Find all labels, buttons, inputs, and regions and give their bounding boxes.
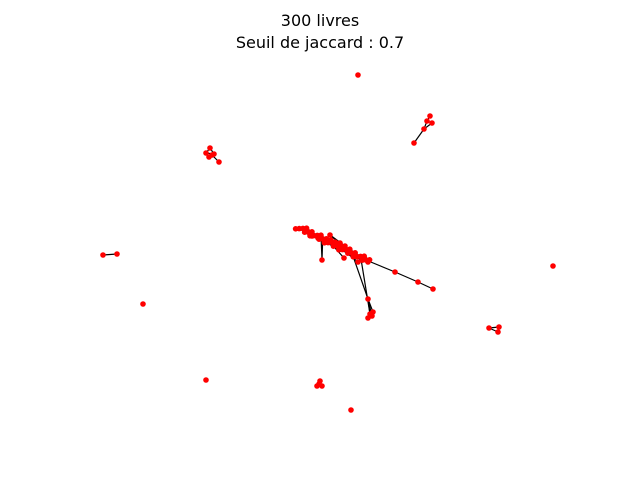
graph-node	[496, 324, 502, 330]
graph-node	[337, 240, 343, 246]
graph-node	[365, 296, 371, 302]
graph-node	[350, 251, 356, 257]
graph-node	[315, 235, 321, 241]
graph-node	[342, 243, 348, 249]
graph-node	[424, 118, 430, 124]
graph-node	[430, 286, 436, 292]
edge-layer	[102, 115, 500, 387]
graph-node	[327, 232, 333, 238]
graph-node	[140, 301, 146, 307]
graph-node	[421, 126, 427, 132]
graph-node	[328, 237, 334, 243]
graph-node	[411, 140, 417, 146]
graph-subtitle: Seuil de jaccard : 0.7	[235, 33, 405, 52]
graph-node	[355, 72, 361, 78]
graph-node	[207, 145, 213, 151]
graph-node	[209, 152, 215, 158]
graph-node	[355, 259, 361, 265]
graph-title: 300 livres	[280, 11, 360, 30]
graph-node	[100, 252, 106, 258]
graph-node	[322, 238, 328, 244]
graph-node	[114, 251, 120, 257]
graph-node	[341, 255, 347, 261]
graph-edge	[352, 256, 369, 300]
graph-node	[319, 257, 325, 263]
graph-node	[550, 263, 556, 269]
graph-node	[495, 329, 501, 335]
graph-node	[203, 150, 209, 156]
graph-node	[348, 407, 354, 413]
graph-node	[316, 381, 322, 387]
graph-node	[309, 233, 315, 239]
graph-node	[345, 248, 351, 254]
graph-edge	[394, 271, 419, 283]
graph-node	[429, 120, 435, 126]
graph-edge	[413, 128, 425, 144]
graph-node	[203, 377, 209, 383]
graph-node	[427, 113, 433, 119]
graph-node	[486, 325, 492, 331]
graph-node	[415, 279, 421, 285]
graph-node	[369, 313, 375, 319]
graph-node	[365, 259, 371, 265]
graph-node	[392, 269, 398, 275]
node-layer	[100, 72, 556, 413]
graph-node	[216, 159, 222, 165]
